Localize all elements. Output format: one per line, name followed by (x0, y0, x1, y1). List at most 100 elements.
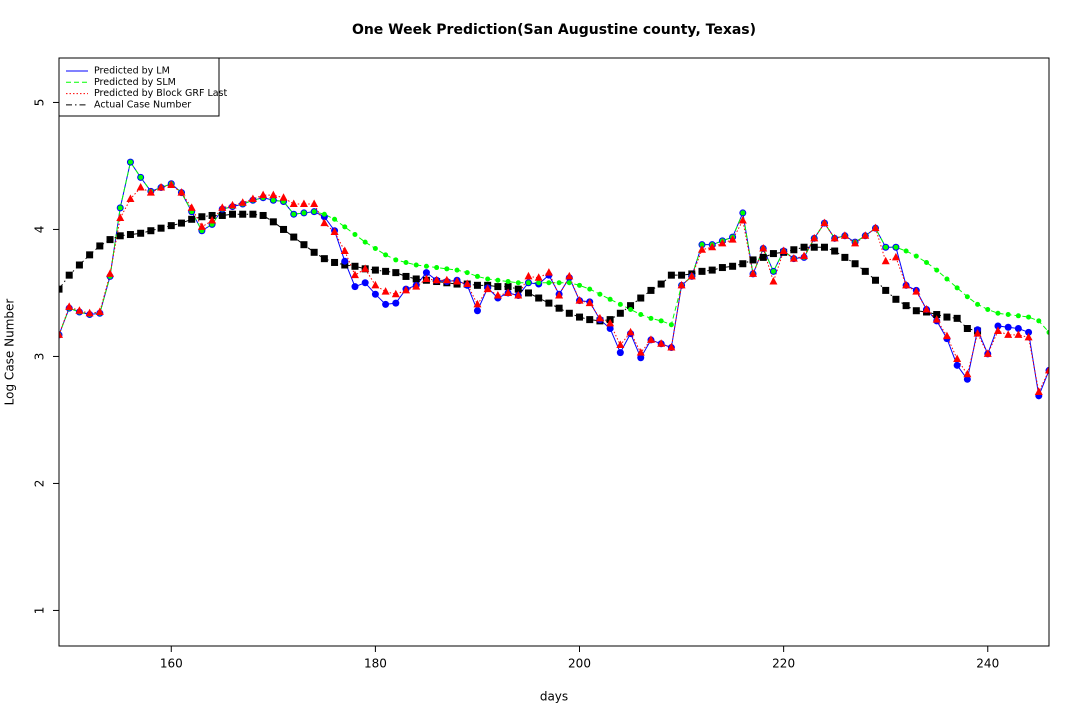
marker (138, 174, 144, 180)
marker (332, 216, 338, 222)
marker (536, 280, 542, 286)
marker (883, 244, 889, 250)
marker (321, 211, 327, 217)
y-tick-label: 3 (33, 353, 47, 361)
marker (290, 233, 298, 241)
marker (657, 339, 666, 347)
marker (167, 222, 175, 230)
marker (638, 312, 644, 318)
x-tick-label: 160 (160, 657, 183, 671)
marker (514, 290, 523, 299)
marker (371, 266, 379, 274)
marker (413, 262, 419, 268)
marker (934, 267, 940, 273)
marker (515, 280, 521, 286)
marker (1015, 313, 1021, 319)
marker (289, 199, 298, 208)
marker (810, 243, 818, 251)
y-tick-label: 2 (33, 480, 47, 488)
marker (667, 271, 675, 279)
marker (922, 304, 931, 313)
marker (249, 210, 257, 218)
marker (505, 279, 511, 285)
marker (473, 299, 482, 308)
marker (658, 318, 664, 324)
marker (341, 257, 349, 265)
marker (259, 190, 268, 199)
marker (892, 295, 900, 303)
marker (820, 218, 829, 227)
marker (545, 299, 553, 307)
marker (586, 316, 594, 324)
marker (228, 200, 237, 209)
marker (423, 263, 429, 269)
marker (779, 246, 788, 255)
marker (943, 313, 951, 321)
marker (1014, 330, 1023, 338)
y-tick-label: 4 (33, 226, 47, 234)
marker (147, 227, 155, 235)
marker (483, 284, 492, 293)
marker (657, 280, 665, 288)
marker (382, 267, 390, 275)
marker (494, 283, 502, 291)
marker (851, 238, 860, 247)
plot-area (59, 158, 1049, 400)
marker (177, 219, 185, 227)
marker (933, 311, 941, 319)
marker (65, 302, 74, 310)
marker (59, 330, 63, 338)
marker (924, 259, 930, 265)
marker (311, 209, 317, 215)
marker (493, 290, 502, 299)
marker (698, 267, 706, 275)
marker (973, 329, 982, 337)
marker (800, 243, 808, 251)
marker (740, 210, 746, 216)
marker (616, 309, 624, 317)
marker (269, 190, 278, 199)
marker (555, 304, 563, 312)
marker (616, 349, 624, 357)
marker (902, 302, 910, 310)
marker (678, 271, 686, 279)
y-tick-label: 1 (33, 607, 47, 615)
marker (677, 280, 686, 289)
marker (932, 315, 941, 323)
marker (871, 223, 880, 232)
marker (197, 222, 206, 230)
marker (157, 183, 166, 191)
marker (985, 306, 991, 312)
marker (432, 275, 441, 284)
marker (912, 287, 921, 295)
marker (994, 322, 1002, 330)
marker (412, 275, 420, 283)
marker (699, 242, 705, 248)
marker (464, 270, 470, 276)
marker (749, 256, 757, 264)
y-tick-label: 5 (33, 99, 47, 107)
marker (342, 224, 348, 230)
marker (975, 301, 981, 307)
marker (1025, 328, 1033, 336)
marker (106, 236, 114, 244)
marker (485, 276, 491, 282)
x-axis-label: days (540, 690, 568, 704)
marker (871, 276, 879, 284)
marker (473, 281, 481, 289)
marker (831, 247, 839, 255)
marker (534, 273, 543, 281)
x-tick-label: 180 (364, 657, 387, 671)
marker (555, 290, 564, 299)
marker (208, 216, 217, 224)
marker (331, 258, 339, 266)
marker (1036, 318, 1042, 324)
marker (944, 276, 950, 282)
marker (382, 300, 390, 308)
marker (270, 197, 276, 203)
marker (1005, 312, 1011, 318)
marker (585, 298, 594, 307)
marker (127, 159, 133, 165)
marker (116, 213, 125, 222)
marker (577, 282, 583, 288)
